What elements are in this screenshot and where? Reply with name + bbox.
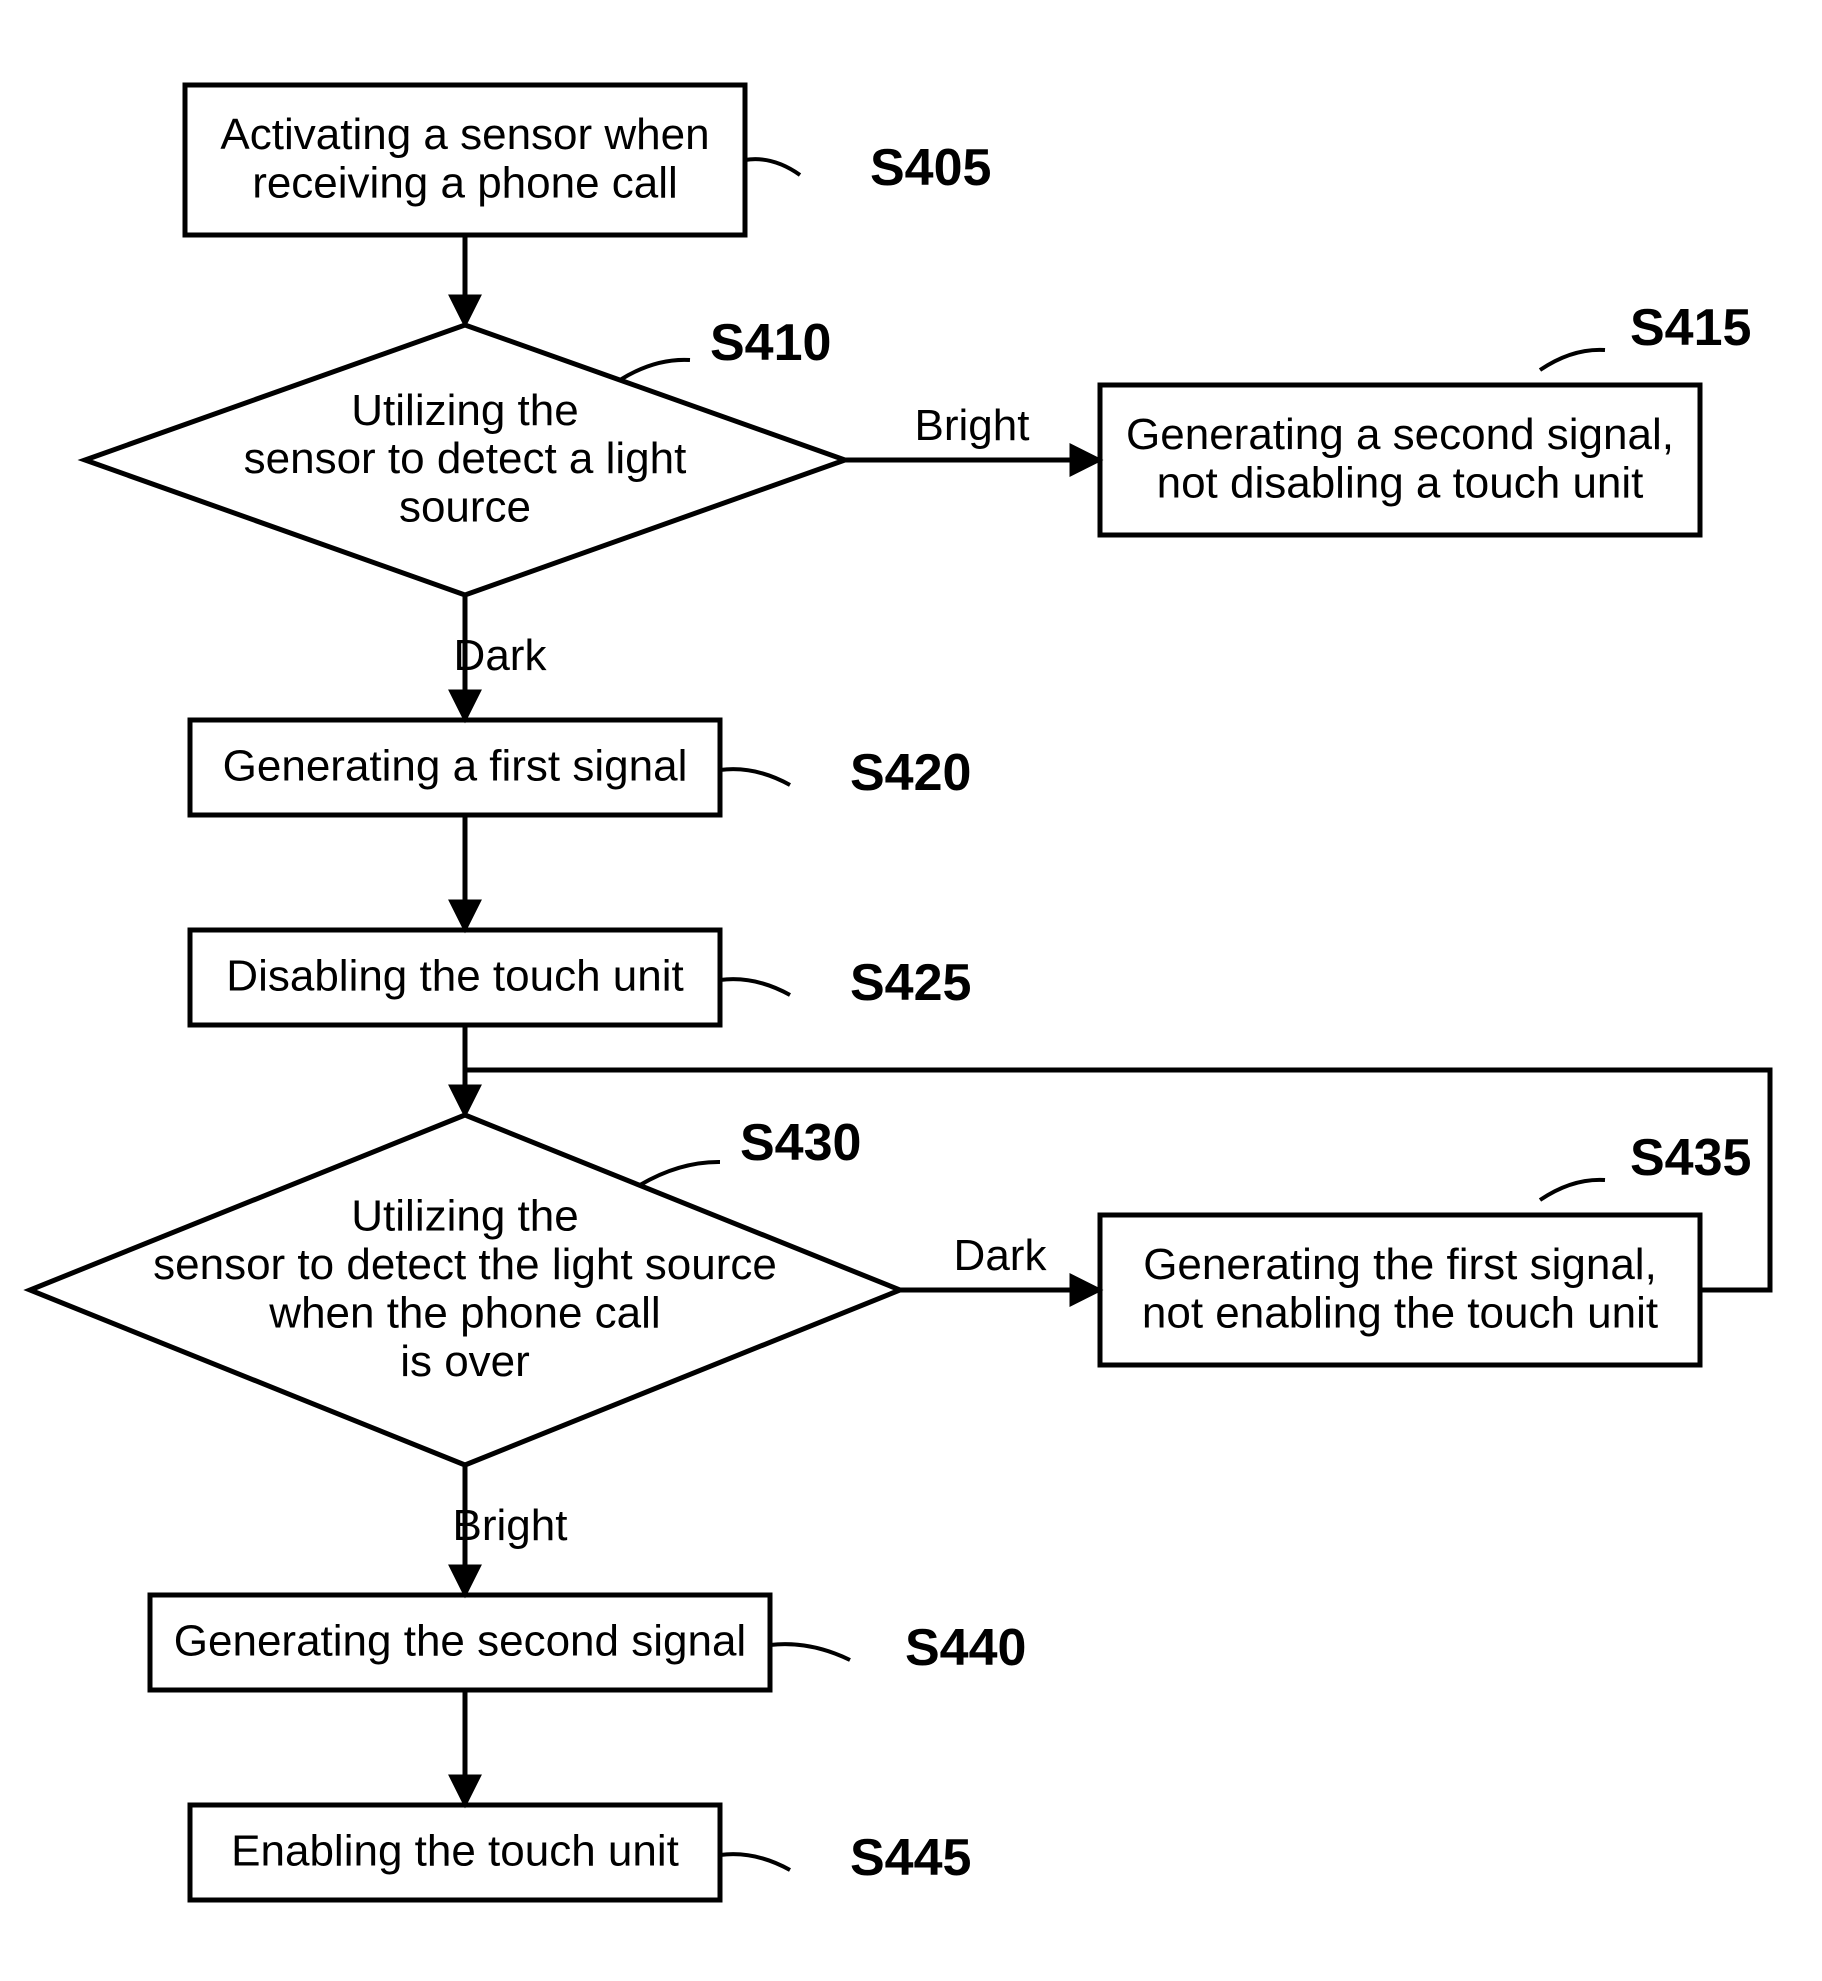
node-s410-text: source: [399, 483, 531, 532]
node-s415-text: Generating a second signal,: [1126, 410, 1674, 459]
step-label-s435: S435: [1630, 1129, 1751, 1187]
step-tick-s405: [745, 159, 800, 175]
node-s410-text: sensor to detect a light: [244, 434, 687, 483]
node-s435-text: Generating the first signal,: [1143, 1240, 1657, 1289]
step-tick-s430: [640, 1162, 720, 1185]
step-tick-s440: [770, 1644, 850, 1660]
node-s415-text: not disabling a touch unit: [1157, 458, 1644, 507]
step-label-s420: S420: [850, 744, 971, 802]
node-s430-text: is over: [400, 1337, 530, 1386]
node-s405-text: Activating a sensor when: [220, 110, 709, 159]
node-s425-text: Disabling the touch unit: [226, 952, 683, 1001]
edge-label: Dark: [954, 1231, 1048, 1280]
step-tick-s435: [1540, 1180, 1605, 1200]
step-tick-s415: [1540, 350, 1605, 370]
node-s430-text: Utilizing the: [351, 1192, 578, 1241]
node-s440-text: Generating the second signal: [174, 1617, 746, 1666]
step-tick-s425: [720, 979, 790, 995]
node-s445-text: Enabling the touch unit: [231, 1827, 679, 1876]
step-label-s415: S415: [1630, 299, 1751, 357]
step-label-s440: S440: [905, 1619, 1026, 1677]
step-label-s430: S430: [740, 1114, 861, 1172]
step-tick-s420: [720, 769, 790, 785]
edge-label: Bright: [915, 401, 1030, 450]
edge-label: Dark: [454, 631, 548, 680]
step-label-s405: S405: [870, 139, 991, 197]
step-tick-s410: [620, 360, 690, 380]
step-label-s410: S410: [710, 314, 831, 372]
node-s430-text: when the phone call: [268, 1288, 660, 1337]
node-s410-text: Utilizing the: [351, 386, 578, 435]
step-label-s425: S425: [850, 954, 971, 1012]
step-tick-s445: [720, 1854, 790, 1870]
edge-label: Bright: [453, 1501, 568, 1550]
node-s420-text: Generating a first signal: [223, 742, 688, 791]
node-s435-text: not enabling the touch unit: [1142, 1288, 1658, 1337]
node-s430-text: sensor to detect the light source: [153, 1240, 777, 1289]
node-s405-text: receiving a phone call: [252, 158, 678, 207]
step-label-s445: S445: [850, 1829, 971, 1887]
